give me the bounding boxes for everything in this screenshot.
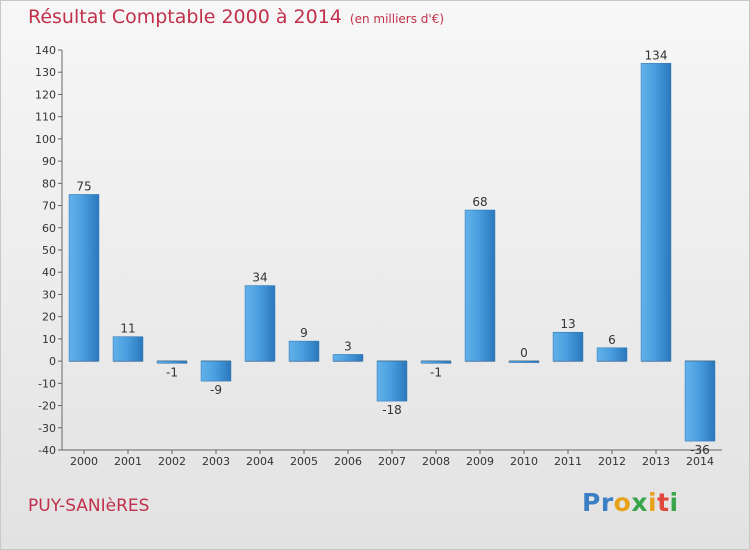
y-tick-label: 50 <box>42 244 56 257</box>
bar <box>464 209 496 362</box>
bar <box>640 63 672 362</box>
title-text: Résultat Comptable 2000 à 2014 <box>28 6 342 28</box>
y-tick-label: 110 <box>35 111 56 124</box>
x-tick-label: 2006 <box>334 455 362 468</box>
bar <box>376 360 408 402</box>
data-label: 3 <box>344 339 352 353</box>
data-label: 75 <box>76 179 91 193</box>
x-tick-label: 2010 <box>510 455 538 468</box>
data-label: -1 <box>430 365 442 379</box>
x-tick-label: 2008 <box>422 455 450 468</box>
logo-letter: r <box>600 488 614 517</box>
bar <box>244 285 276 362</box>
logo-letter: o <box>613 488 632 517</box>
logo-letter: t <box>657 488 670 517</box>
y-tick-label: 100 <box>35 133 56 146</box>
data-label: 0 <box>520 346 528 360</box>
logo-letter: i <box>648 488 658 517</box>
x-tick-label: 2005 <box>290 455 318 468</box>
bar <box>684 360 716 442</box>
proxiti-logo: Proxiti <box>582 488 679 517</box>
x-tick-label: 2002 <box>158 455 186 468</box>
data-label: 11 <box>120 322 135 336</box>
y-tick-label: 60 <box>42 222 56 235</box>
y-tick-label: 80 <box>42 177 56 190</box>
y-tick-label: -10 <box>38 377 56 390</box>
data-label: 34 <box>252 271 267 285</box>
y-tick-label: 0 <box>49 355 56 368</box>
bar <box>420 360 452 364</box>
y-tick-label: 70 <box>42 200 56 213</box>
bar <box>156 360 188 364</box>
bar <box>552 331 584 362</box>
x-tick-label: 2013 <box>642 455 670 468</box>
bar <box>112 336 144 362</box>
y-tick-label: 120 <box>35 88 56 101</box>
bar <box>68 194 100 362</box>
y-tick-label: -40 <box>38 444 56 457</box>
y-tick-label: -20 <box>38 400 56 413</box>
y-tick-label: 10 <box>42 333 56 346</box>
logo-letter: P <box>582 488 601 517</box>
data-label: 13 <box>560 317 575 331</box>
x-tick-label: 2003 <box>202 455 230 468</box>
data-label: -1 <box>166 365 178 379</box>
logo-letter: i <box>669 488 679 517</box>
commune-name: PUY-SANIèRES <box>28 496 150 516</box>
x-tick-label: 2012 <box>598 455 626 468</box>
data-label: 134 <box>645 48 668 62</box>
x-tick-label: 2007 <box>378 455 406 468</box>
data-label: -36 <box>690 443 710 457</box>
unit-note: (en milliers d'€) <box>349 12 445 26</box>
x-tick-label: 2009 <box>466 455 494 468</box>
y-tick-label: 40 <box>42 266 56 279</box>
y-tick-label: 20 <box>42 311 56 324</box>
bar <box>596 347 628 362</box>
data-label: -9 <box>210 383 222 397</box>
bar <box>288 340 320 362</box>
chart-title: Résultat Comptable 2000 à 2014 (en millie… <box>28 6 444 28</box>
y-tick-label: 130 <box>35 66 56 79</box>
x-tick-label: 2004 <box>246 455 274 468</box>
y-tick-label: -30 <box>38 422 56 435</box>
data-label: 6 <box>608 333 616 347</box>
y-tick-label: 140 <box>35 44 56 57</box>
bar <box>200 360 232 382</box>
data-label: -18 <box>382 403 402 417</box>
data-label: 68 <box>472 195 487 209</box>
logo-letter: x <box>631 488 648 517</box>
bar <box>508 360 540 363</box>
x-tick-label: 2001 <box>114 455 142 468</box>
x-tick-label: 2011 <box>554 455 582 468</box>
bar <box>332 354 364 362</box>
y-tick-label: 90 <box>42 155 56 168</box>
data-label: 9 <box>300 326 308 340</box>
x-tick-label: 2014 <box>686 455 714 468</box>
x-tick-label: 2000 <box>70 455 98 468</box>
y-tick-label: 30 <box>42 288 56 301</box>
